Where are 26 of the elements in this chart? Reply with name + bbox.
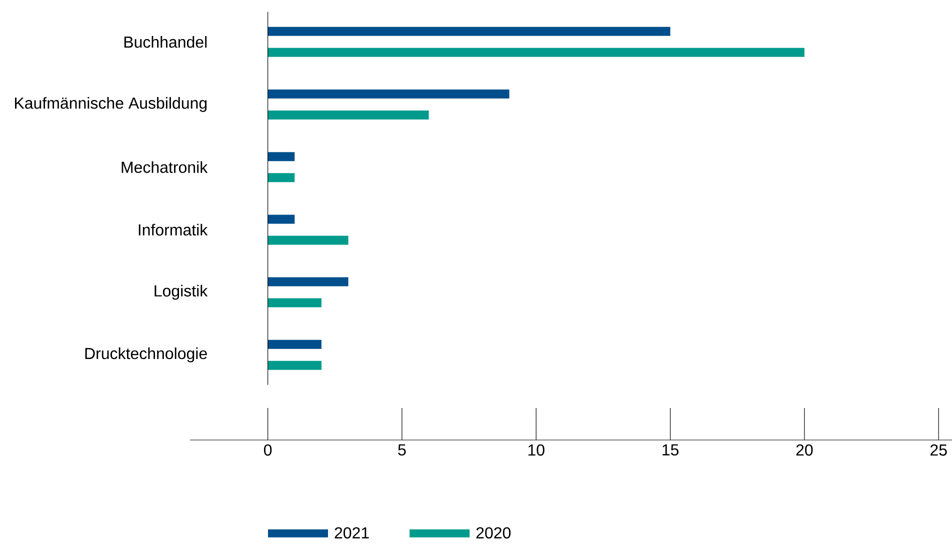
x-tick-label: 25 <box>930 444 947 456</box>
x-tick-label: 0 <box>264 444 272 456</box>
y-tick-label: Drucktechnologie <box>85 347 207 362</box>
bar <box>268 173 295 182</box>
bar <box>268 110 429 120</box>
bar <box>268 26 670 36</box>
x-tick-label: 10 <box>528 444 544 456</box>
x-tick-label: 5 <box>398 444 406 456</box>
legend-label: 2021 <box>334 527 369 539</box>
y-tick-label: Informatik <box>138 224 208 236</box>
bar <box>268 214 295 224</box>
x-tick-label: 20 <box>796 444 813 456</box>
y-tick-label: Buchhandel <box>124 36 207 48</box>
bar <box>268 360 322 370</box>
bar <box>268 48 804 57</box>
y-tick-label: Kaufmännische Ausbildung <box>15 97 207 112</box>
bar <box>268 298 322 308</box>
bar <box>268 340 322 349</box>
x-tick-label: 15 <box>662 444 679 456</box>
legend-label: 2020 <box>476 527 511 539</box>
y-tick-label: Mechatronik <box>122 161 208 173</box>
bar <box>268 277 348 286</box>
bar <box>268 236 348 245</box>
bar <box>268 152 295 162</box>
bar <box>268 90 510 99</box>
y-tick-label: Logistik <box>154 284 208 300</box>
